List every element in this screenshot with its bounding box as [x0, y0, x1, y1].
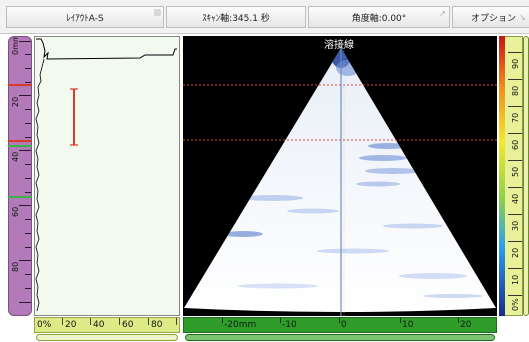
palette-label-60: 60 — [511, 139, 520, 150]
index-label-neg20: -20mm — [224, 320, 257, 330]
index-ruler[interactable]: -20mm -10 0 10 20 — [183, 317, 497, 333]
angle-axis-label: 角度軸:0.00° — [351, 13, 407, 24]
palette-label-10: 10 — [511, 274, 520, 285]
amp-label-20: 20 — [65, 320, 77, 330]
palette-label-80: 80 — [511, 85, 520, 96]
depth-label-0: 0mm — [11, 36, 20, 55]
options-button[interactable]: オプション ↘ — [452, 6, 529, 28]
corner-indicator-icon — [154, 9, 161, 16]
sector-scan-image — [183, 48, 497, 316]
weld-line-label: 溶接線 — [324, 40, 354, 51]
scan-axis-button[interactable]: ｽｷｬﾝ軸:345.1 秒 — [166, 6, 306, 28]
palette-label-50: 50 — [511, 166, 520, 177]
amp-label-60: 60 — [122, 320, 134, 330]
a-scan-panel[interactable] — [34, 36, 180, 316]
amp-label-40: 40 — [93, 320, 105, 330]
a-scan-waveform — [35, 38, 177, 312]
layout-label: ﾚｲｱｳﾄA-S — [66, 13, 104, 24]
depth-label-40: 40 — [11, 151, 20, 162]
angle-axis-button[interactable]: 角度軸:0.00° ↗ — [308, 6, 450, 28]
palette-label-40: 40 — [511, 193, 520, 204]
index-label-0: 0 — [341, 320, 347, 330]
amp-label-0: 0% — [37, 320, 52, 330]
depth-label-80: 80 — [11, 261, 20, 272]
palette-label-0: 0% — [511, 298, 520, 311]
depth-label-60: 60 — [11, 206, 20, 217]
color-palette-bar — [499, 36, 505, 316]
toolbar: ﾚｲｱｳﾄA-S ｽｷｬﾝ軸:345.1 秒 角度軸:0.00° ↗ オプション… — [0, 0, 529, 34]
measure-cursor-marker[interactable] — [8, 140, 32, 142]
reference-cursor-marker[interactable] — [8, 84, 32, 86]
index-label-neg10: -10 — [282, 320, 297, 330]
options-arrow-icon: ↘ — [519, 12, 526, 22]
scan-axis-label: ｽｷｬﾝ軸:345.1 秒 — [202, 13, 270, 24]
depth-ruler[interactable]: 0mm 20 40 60 80 — [8, 36, 32, 316]
gate-start-marker[interactable] — [8, 145, 32, 147]
amplitude-ruler[interactable]: 0% 20 40 60 80 — [34, 317, 180, 333]
options-label: オプション — [471, 13, 517, 24]
amp-label-80: 80 — [151, 320, 163, 330]
gate-end-marker[interactable] — [8, 196, 32, 198]
depth-label-20: 20 — [11, 96, 20, 107]
index-label-20: 20 — [460, 320, 472, 330]
palette-scrollbar[interactable] — [523, 36, 529, 316]
palette-label-90: 90 — [511, 58, 520, 69]
sector-scan-view[interactable]: 溶接線 — [183, 36, 497, 316]
index-label-10: 10 — [402, 320, 414, 330]
index-scrollbar[interactable] — [185, 334, 495, 341]
palette-label-20: 20 — [511, 247, 520, 258]
layout-button[interactable]: ﾚｲｱｳﾄA-S — [6, 6, 164, 28]
corner-arrow-icon: ↗ — [439, 9, 446, 18]
palette-label-30: 30 — [511, 220, 520, 231]
palette-label-70: 70 — [511, 112, 520, 123]
amplitude-scrollbar[interactable] — [36, 334, 178, 341]
